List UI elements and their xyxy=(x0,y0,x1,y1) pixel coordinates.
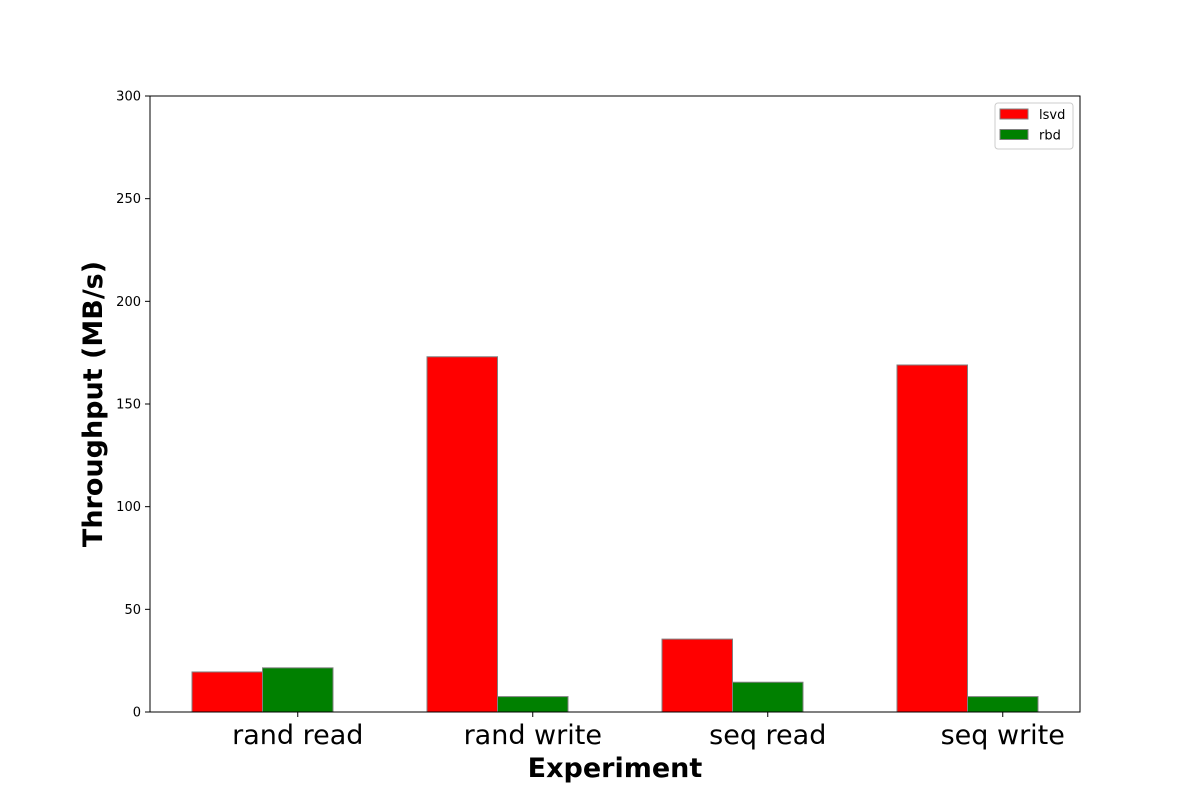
y-tick-label: 0 xyxy=(133,706,141,721)
bar-lsvd-rand-read xyxy=(191,671,263,713)
y-tick-label: 200 xyxy=(116,295,141,310)
y-tick-label: 300 xyxy=(116,90,141,105)
legend-label-lsvd: lsvd xyxy=(1039,108,1065,123)
bar-lsvd-rand-write xyxy=(426,356,498,713)
bar-rbd-seq-read xyxy=(732,681,804,713)
x-tick-label-rand-read: rand read xyxy=(232,720,363,751)
x-axis: rand read rand write seq read seq write xyxy=(232,712,1065,751)
legend-label-rbd: rbd xyxy=(1039,129,1061,144)
legend-swatch-rbd xyxy=(999,129,1029,140)
y-tick-label: 150 xyxy=(116,398,141,413)
bars-layer xyxy=(191,356,1039,713)
y-axis: 0 50 100 150 200 250 300 xyxy=(116,90,150,721)
y-tick-label: 250 xyxy=(116,192,141,207)
y-axis-title: Throughput (MB/s) xyxy=(78,261,109,547)
bar-rbd-rand-write xyxy=(497,696,569,713)
legend: lsvd rbd xyxy=(994,102,1074,150)
x-tick-label-seq-read: seq read xyxy=(709,720,826,751)
x-tick-label-rand-write: rand write xyxy=(464,720,602,751)
bar-lsvd-seq-read xyxy=(661,638,733,713)
x-axis-title: Experiment xyxy=(528,753,703,784)
y-tick-label: 100 xyxy=(116,500,141,515)
bar-rbd-seq-write xyxy=(967,696,1039,713)
bar-rbd-rand-read xyxy=(262,667,334,713)
x-tick-label-seq-write: seq write xyxy=(941,720,1065,751)
legend-swatch-lsvd xyxy=(999,108,1029,120)
bar-lsvd-seq-write xyxy=(896,364,968,713)
y-tick-label: 50 xyxy=(124,603,141,618)
